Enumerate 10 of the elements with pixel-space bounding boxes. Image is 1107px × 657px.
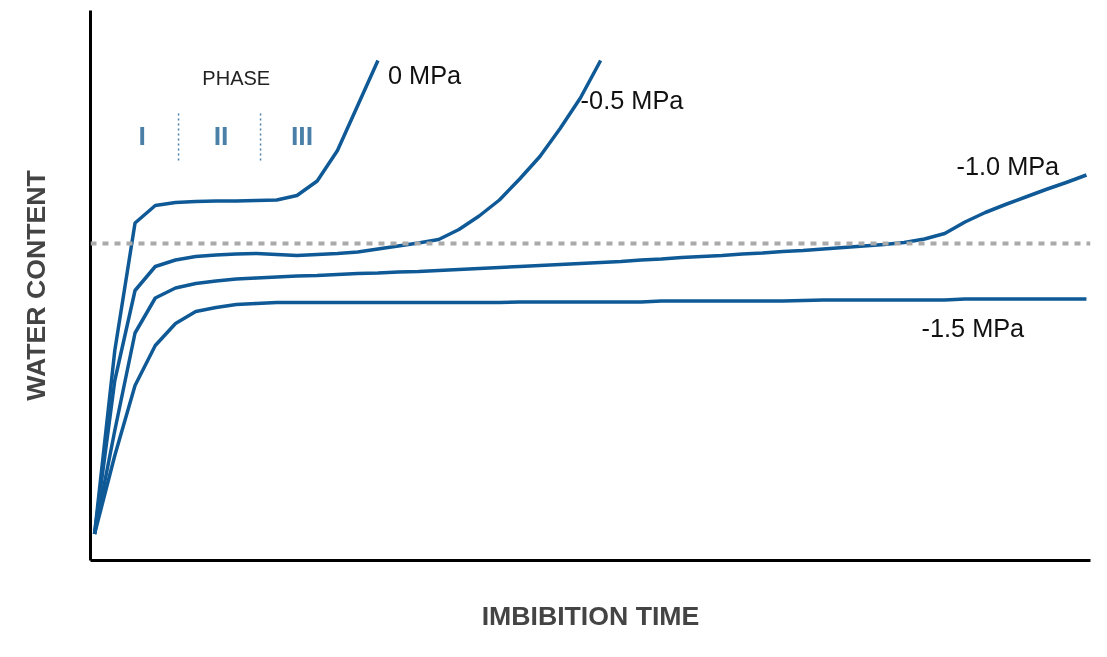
annotation: PHASE	[202, 67, 271, 89]
annotation: I	[138, 120, 146, 151]
series-label: -0.5 MPa	[580, 85, 685, 114]
series-label: -1.0 MPa	[956, 152, 1061, 180]
annotation: II	[213, 120, 229, 151]
annotation: III	[290, 120, 314, 151]
y-axis-title: WATER CONTENT	[20, 170, 51, 401]
series-label: 0 MPa	[387, 60, 463, 89]
series-label: -1.5 MPa	[921, 314, 1026, 342]
x-axis-title: IMBIBITION TIME	[481, 600, 700, 631]
